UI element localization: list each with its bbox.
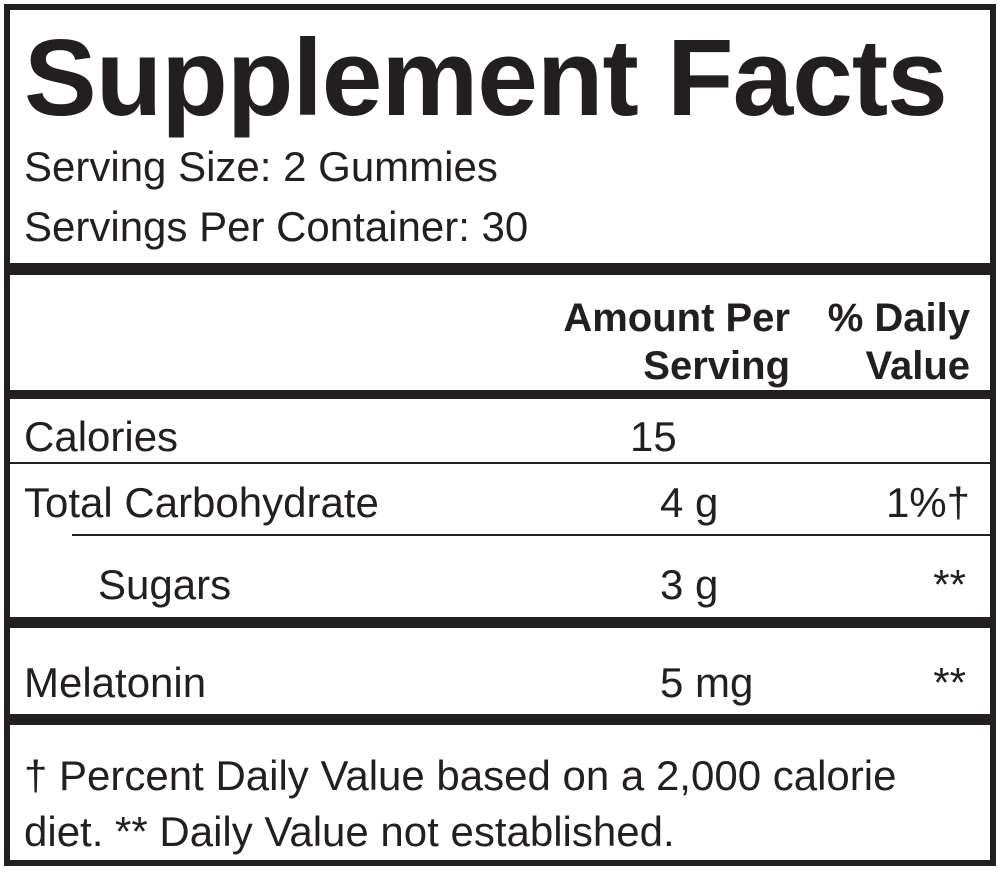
daily-value: **: [933, 561, 966, 608]
title: Supplement Facts: [24, 17, 948, 139]
nutrient-name: Total Carbohydrate: [24, 479, 379, 526]
amount: 15: [630, 413, 677, 460]
nutrient-name: Melatonin: [24, 659, 207, 706]
supplement-facts-panel: Supplement Facts Serving Size: 2 Gummies…: [4, 4, 996, 866]
column-header: % Daily Value: [827, 296, 970, 388]
divider: [10, 390, 990, 399]
servings-per-container: Servings Per Container: 30: [24, 203, 529, 250]
daily-value: **: [933, 659, 966, 706]
divider: [10, 617, 990, 628]
footnote: † Percent Daily Value based on a 2,000 c…: [24, 752, 897, 855]
nutrient-name: Sugars: [98, 561, 232, 608]
daily-value: 1%†: [885, 479, 970, 526]
column-header: Amount Per Serving: [563, 296, 790, 388]
row-line: [72, 534, 990, 536]
amount: 5 mg: [660, 659, 754, 706]
amount: 3 g: [660, 561, 719, 608]
nutrient-name: Calories: [24, 413, 179, 460]
divider: [10, 263, 990, 275]
serving-size: Serving Size: 2 Gummies: [24, 143, 498, 190]
amount: 4 g: [660, 479, 719, 526]
divider: [10, 714, 990, 725]
row-line: [10, 462, 990, 464]
